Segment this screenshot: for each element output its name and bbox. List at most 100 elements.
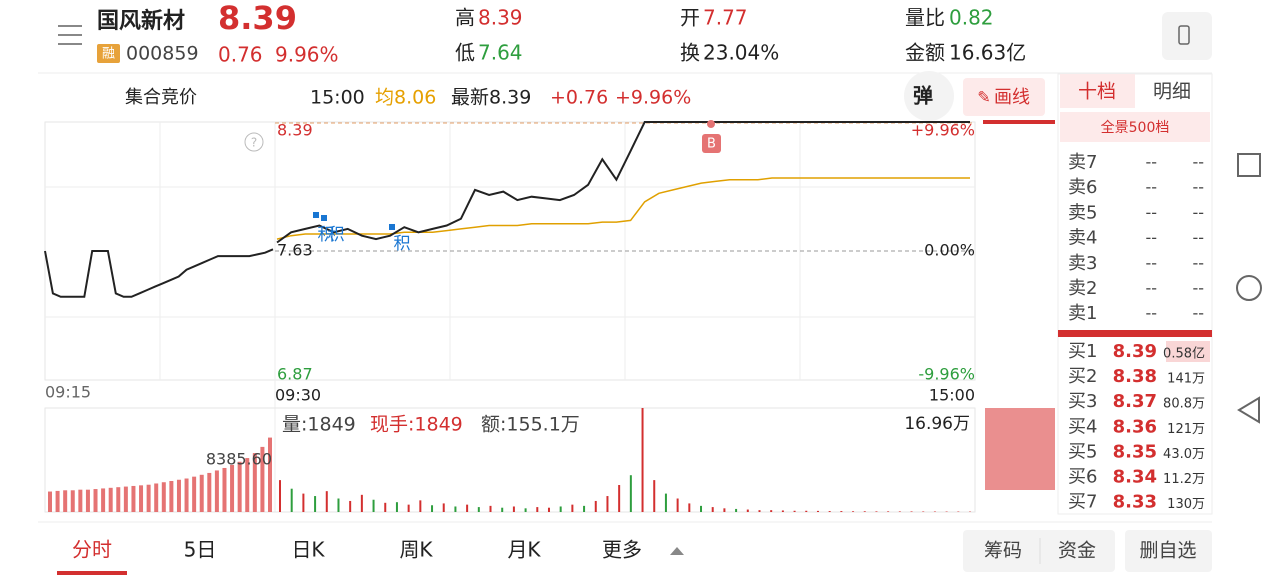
volume-bar: [454, 506, 457, 512]
volume-bar: [816, 510, 819, 512]
volume-bar: [314, 496, 317, 512]
badge: 融: [102, 47, 115, 62]
tab[interactable]: 月K: [507, 538, 541, 562]
marker: B: [707, 137, 716, 152]
volume-bar: [290, 488, 293, 512]
bid-price: 8.33: [1113, 492, 1157, 513]
change: 0.76: [218, 43, 263, 67]
pre-volume-bar: [78, 489, 83, 512]
ask-volume: --: [1192, 178, 1204, 197]
ask-price: --: [1145, 279, 1157, 298]
pre-volume-bar: [116, 487, 121, 512]
volume-bar: [641, 408, 644, 512]
ask-label: 卖6: [1068, 177, 1097, 198]
menu-icon[interactable]: [58, 25, 82, 45]
ask-volume: --: [1192, 253, 1204, 272]
nav-back[interactable]: [1237, 396, 1260, 424]
pre-volume-bar: [230, 464, 235, 512]
pre-volume-bar: [48, 491, 52, 512]
trade-dot: [313, 212, 319, 218]
price: 8.39: [218, 0, 297, 37]
pre-volume-bar: [214, 470, 219, 512]
draw-button[interactable]: [963, 78, 1045, 116]
device-button[interactable]: [1162, 12, 1212, 60]
volume-bar: [852, 511, 855, 512]
draw-label[interactable]: 画线: [994, 87, 1030, 108]
time-label: 09:30: [275, 386, 321, 405]
button[interactable]: 资金: [1058, 540, 1096, 562]
ask-volume: --: [1192, 304, 1204, 323]
tab[interactable]: 周K: [399, 538, 433, 562]
volume-bar: [781, 510, 784, 512]
change: +0.76: [550, 87, 608, 109]
volume-bar: [723, 508, 726, 512]
marker-pin: [707, 120, 715, 128]
tab[interactable]: 5日: [184, 538, 217, 562]
volume-bar: [583, 505, 586, 512]
bid-volume: 43.0万: [1163, 447, 1205, 462]
volume-bar: [524, 508, 527, 512]
volume-bar: [407, 504, 410, 512]
bid-price: 8.38: [1113, 366, 1157, 387]
volume-bar: [828, 511, 831, 512]
badge-bg: [97, 44, 120, 63]
ask-price: --: [1145, 228, 1157, 247]
bid-volume: 121万: [1167, 422, 1205, 437]
tab[interactable]: 日K: [291, 538, 325, 562]
avg: 均8.06: [375, 87, 436, 109]
marker-bg: [702, 134, 721, 153]
volume-bar: [629, 475, 632, 512]
ask-volume: --: [1192, 279, 1204, 298]
stat-label: 量比: [905, 6, 945, 30]
pre-volume-bar: [192, 476, 197, 512]
button[interactable]: 删自选: [1139, 540, 1196, 562]
volume-bar: [898, 511, 901, 512]
tab[interactable]: 更多: [602, 538, 642, 562]
stat-label: 低: [455, 41, 475, 65]
volume-bar: [700, 505, 703, 512]
bid-label: 买3: [1068, 391, 1097, 412]
volume-bar: [372, 499, 375, 512]
panel-title-bg: [1060, 112, 1210, 142]
volume-info: 现手:1849: [370, 414, 463, 436]
panel-tab[interactable]: 十档: [1078, 81, 1116, 103]
volume-bar: [653, 480, 656, 512]
ask-price: --: [1145, 153, 1157, 172]
bid-volume: 80.8万: [1163, 397, 1205, 412]
button-bg: [1125, 530, 1212, 572]
help-glyph: ?: [251, 136, 257, 150]
nav-recent[interactable]: [1237, 153, 1261, 177]
volume-bar: [618, 485, 621, 512]
volume-bar: [805, 510, 808, 512]
tab[interactable]: 分时: [72, 538, 112, 562]
panel-tab[interactable]: 明细: [1153, 81, 1191, 103]
volume-bar: [337, 498, 340, 512]
stat-label: 换: [680, 41, 700, 65]
volume-bar: [325, 491, 328, 512]
volume-bar: [431, 505, 434, 512]
more-arrow[interactable]: [670, 547, 684, 555]
nav-home[interactable]: [1236, 275, 1262, 301]
stat-label: 高: [455, 6, 475, 30]
pre-volume-bar: [252, 453, 257, 512]
price-line: [276, 121, 970, 244]
pct-tick-label: +9.96%: [911, 121, 975, 140]
volume-bar: [360, 494, 363, 512]
help-icon[interactable]: [244, 132, 264, 152]
tab-active-bg: [1060, 74, 1135, 108]
pre-volume-bar: [154, 483, 159, 512]
ask-price: --: [1145, 203, 1157, 222]
stat-value: 0.82: [949, 6, 994, 30]
button[interactable]: 筹码: [984, 540, 1022, 562]
volume-bar: [302, 493, 305, 512]
pre-volume-bar: [108, 487, 113, 512]
volume-bar: [384, 502, 387, 512]
order-panel: [1057, 73, 1213, 515]
volume-bar: [512, 506, 515, 512]
pre-volume-bar: [139, 485, 144, 512]
popup-button[interactable]: [904, 71, 954, 121]
ask-label: 卖3: [1068, 253, 1097, 274]
bid-label: 买1: [1068, 341, 1097, 362]
